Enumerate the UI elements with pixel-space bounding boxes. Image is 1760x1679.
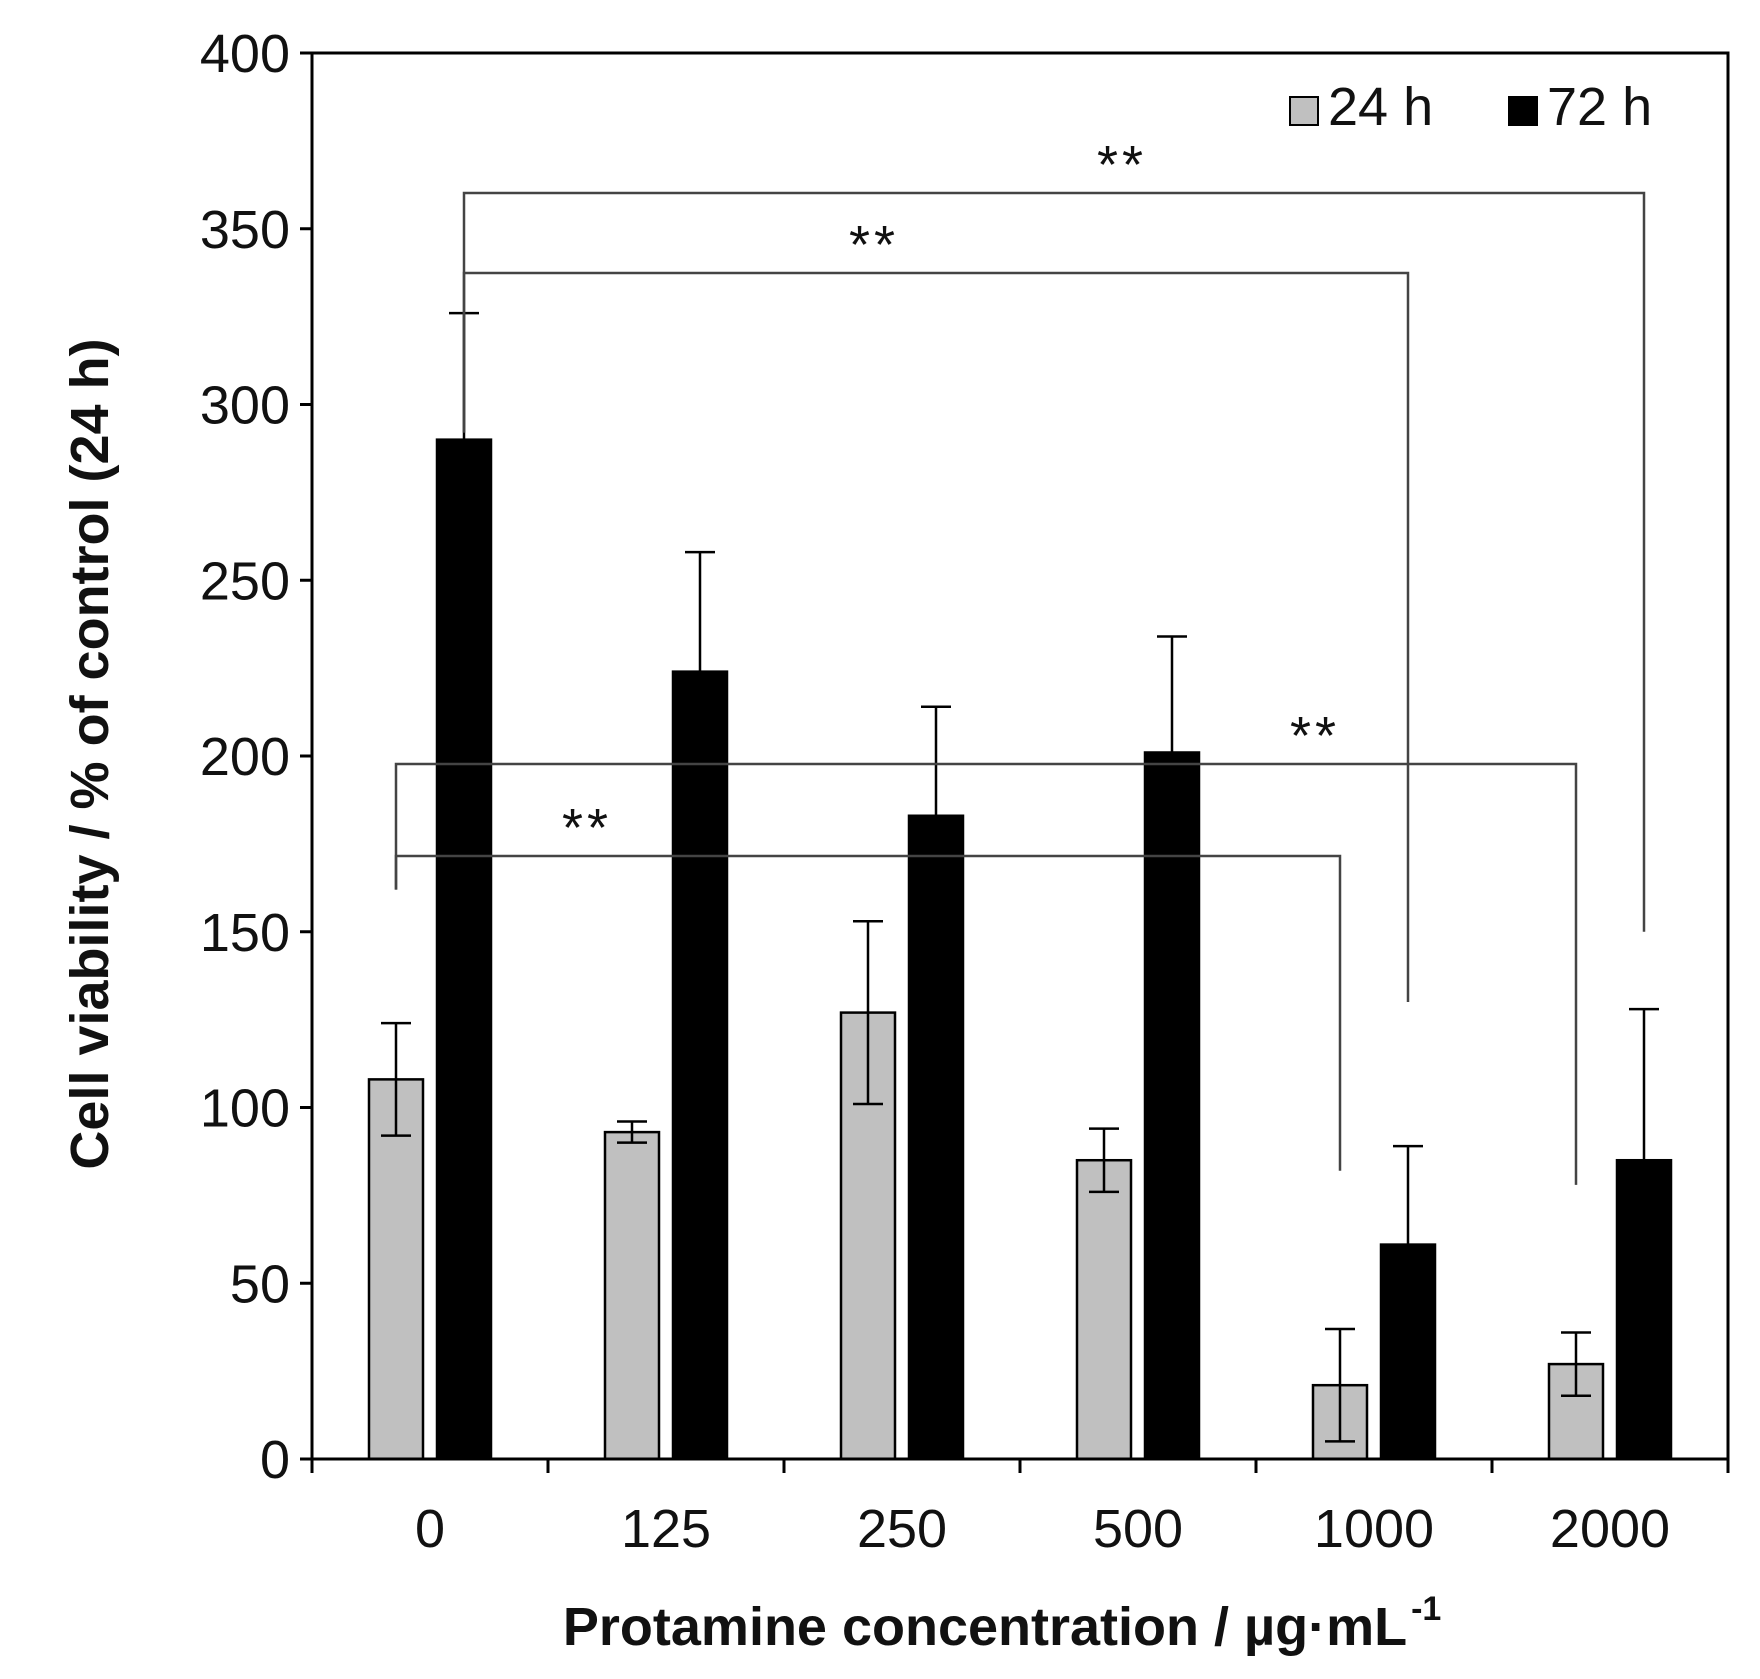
bar-24h-125 (603, 1130, 661, 1461)
significance-bracket (394, 762, 1578, 1185)
y-tick-label: 200 (200, 727, 290, 787)
bar-24h-500 (1075, 1158, 1133, 1461)
x-tick-label: 0 (415, 1499, 445, 1559)
y-tick-label: 0 (260, 1430, 290, 1490)
y-tick-label: 350 (200, 200, 290, 260)
y-tick-label: 400 (200, 24, 290, 84)
legend-swatch (1289, 96, 1319, 126)
bar-72h-250 (907, 814, 965, 1461)
significance-bracket (462, 271, 1410, 1003)
significance-label: ** (1097, 135, 1147, 195)
legend-swatch (1508, 96, 1538, 126)
bar-72h-125 (671, 670, 729, 1461)
legend-label: 24 h (1328, 77, 1433, 137)
x-tick-label: 2000 (1550, 1499, 1670, 1559)
bar-24h-0 (367, 1078, 425, 1461)
significance-label: ** (849, 215, 899, 275)
bar-72h-500 (1143, 751, 1201, 1461)
y-axis-title: Cell viability / % of control (24 h) (60, 338, 120, 1169)
y-tick-label: 100 (200, 1079, 290, 1139)
bar-72h-1000 (1379, 1243, 1437, 1461)
significance-bracket (394, 854, 1342, 1171)
x-tick-label: 125 (621, 1499, 711, 1559)
significance-label: ** (1290, 706, 1340, 766)
y-tick-label: 300 (200, 376, 290, 436)
significance-bracket (462, 191, 1646, 932)
y-tick-label: 150 (200, 903, 290, 963)
legend-label: 72 h (1547, 77, 1652, 137)
x-tick-label: 500 (1093, 1499, 1183, 1559)
y-tick-label: 50 (230, 1254, 290, 1314)
x-tick-label: 1000 (1314, 1499, 1434, 1559)
bar-72h-2000 (1615, 1158, 1673, 1461)
x-tick-label: 250 (857, 1499, 947, 1559)
y-tick-label: 250 (200, 551, 290, 611)
x-axis-title: Protamine concentration / µg·mL (563, 1597, 1407, 1657)
x-axis-title-superscript: -1 (1411, 1590, 1441, 1628)
plot-frame (310, 51, 1730, 1461)
significance-label: ** (562, 798, 612, 858)
bar-72h-0 (435, 438, 493, 1461)
